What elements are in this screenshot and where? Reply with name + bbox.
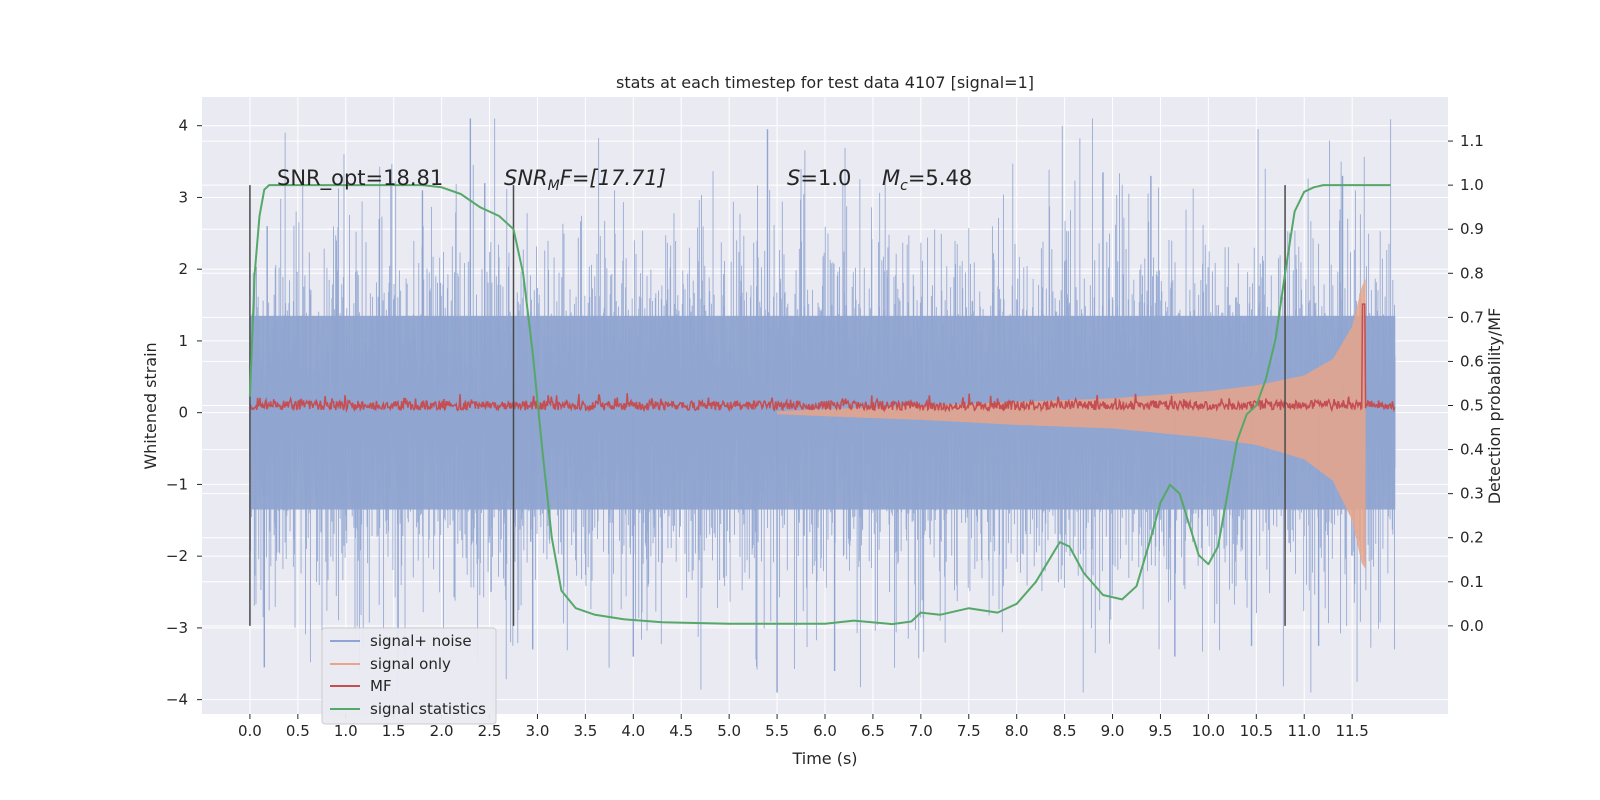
y2-tick-label: 0.7	[1460, 308, 1484, 326]
y-tick-label: −3	[166, 619, 188, 637]
y2-tick-label: 0.4	[1460, 441, 1484, 459]
y2-axis-label: Detection probability/MF	[1485, 308, 1504, 505]
snr-mf-annotation: SNRMF=[17.71]	[504, 166, 666, 194]
x-tick-label: 10.5	[1240, 722, 1273, 740]
signal-statistics-line	[248, 184, 1391, 626]
x-axis-label: Time (s)	[791, 749, 857, 768]
vertical-markers	[249, 185, 1286, 626]
x-tick-label: 0.5	[286, 722, 310, 740]
y2-tick-label: 0.1	[1460, 573, 1484, 591]
x-tick-label: 2.5	[478, 722, 502, 740]
y-tick-label: 3	[178, 188, 188, 206]
chart-title: stats at each timestep for test data 410…	[616, 73, 1034, 92]
x-tick-label: 11.0	[1288, 722, 1321, 740]
y2-tick-label: 0.9	[1460, 220, 1484, 238]
y-tick-label: 0	[178, 404, 188, 422]
x-tick-label: 4.5	[669, 722, 693, 740]
legend-label-stat: signal statistics	[370, 700, 486, 718]
x-tick-label: 1.5	[382, 722, 406, 740]
x-tick-label: 9.5	[1149, 722, 1173, 740]
y2-tick-label: 0.8	[1460, 264, 1484, 282]
y-tick-label: −1	[166, 475, 188, 493]
x-tick-label: 9.0	[1101, 722, 1125, 740]
x-tick-label: 11.5	[1335, 722, 1368, 740]
x-tick-label: 10.0	[1192, 722, 1225, 740]
y2-tick-label: 0.3	[1460, 485, 1484, 503]
x-tick-label: 7.5	[957, 722, 981, 740]
x-tick-label: 8.5	[1053, 722, 1077, 740]
y-tick-label: 1	[178, 332, 188, 350]
x-tick-label: 7.0	[909, 722, 933, 740]
legend-label-noise: signal+ noise	[370, 632, 472, 650]
signal-envelope	[777, 278, 1366, 570]
x-tick-label: 3.0	[526, 722, 550, 740]
legend: signal+ noise signal only MF signal stat…	[321, 627, 497, 725]
y2-tick-label: 0.2	[1460, 529, 1484, 547]
legend-label-mf: MF	[370, 677, 392, 695]
s-annotation: S=1.0	[787, 166, 851, 190]
x-tick-label: 8.0	[1005, 722, 1029, 740]
x-tick-label: 6.0	[813, 722, 837, 740]
y-tick-label: 4	[178, 117, 188, 135]
x-tick-label: 0.0	[238, 722, 262, 740]
y2-tick-label: 0.5	[1460, 397, 1484, 415]
x-tick-label: 1.0	[334, 722, 358, 740]
y-tick-label: −2	[166, 547, 188, 565]
x-tick-label: 4.0	[621, 722, 645, 740]
y-tick-label: 2	[178, 260, 188, 278]
mc-annotation: Mc=5.48	[882, 166, 972, 194]
signal-statistics-series	[248, 184, 1391, 626]
legend-label-signal: signal only	[370, 655, 451, 673]
x-tick-label: 5.0	[717, 722, 741, 740]
axis-ticks: 0.0 0.5 1.0 1.5 2.0 2.5 3.0 3.5 4.0 4.5 5.0 5.5 6.0 6…	[166, 117, 1484, 740]
y2-tick-label: 0.0	[1460, 617, 1484, 635]
mf-series	[249, 303, 1396, 413]
y2-tick-label: 1.0	[1460, 176, 1484, 194]
y2-tick-label: 0.6	[1460, 352, 1484, 370]
y-axis-label: Whitened strain	[141, 342, 160, 469]
x-tick-label: 2.0	[430, 722, 454, 740]
y2-tick-label: 1.1	[1460, 132, 1484, 150]
mf-line	[249, 303, 1396, 413]
x-tick-label: 6.5	[861, 722, 885, 740]
x-tick-label: 3.5	[573, 722, 597, 740]
snr-opt-annotation: SNR_opt=18.81	[277, 166, 443, 191]
legend-box	[321, 627, 497, 725]
y-tick-label: −4	[166, 691, 188, 709]
signal-only-series	[777, 278, 1366, 570]
x-tick-label: 5.5	[765, 722, 789, 740]
